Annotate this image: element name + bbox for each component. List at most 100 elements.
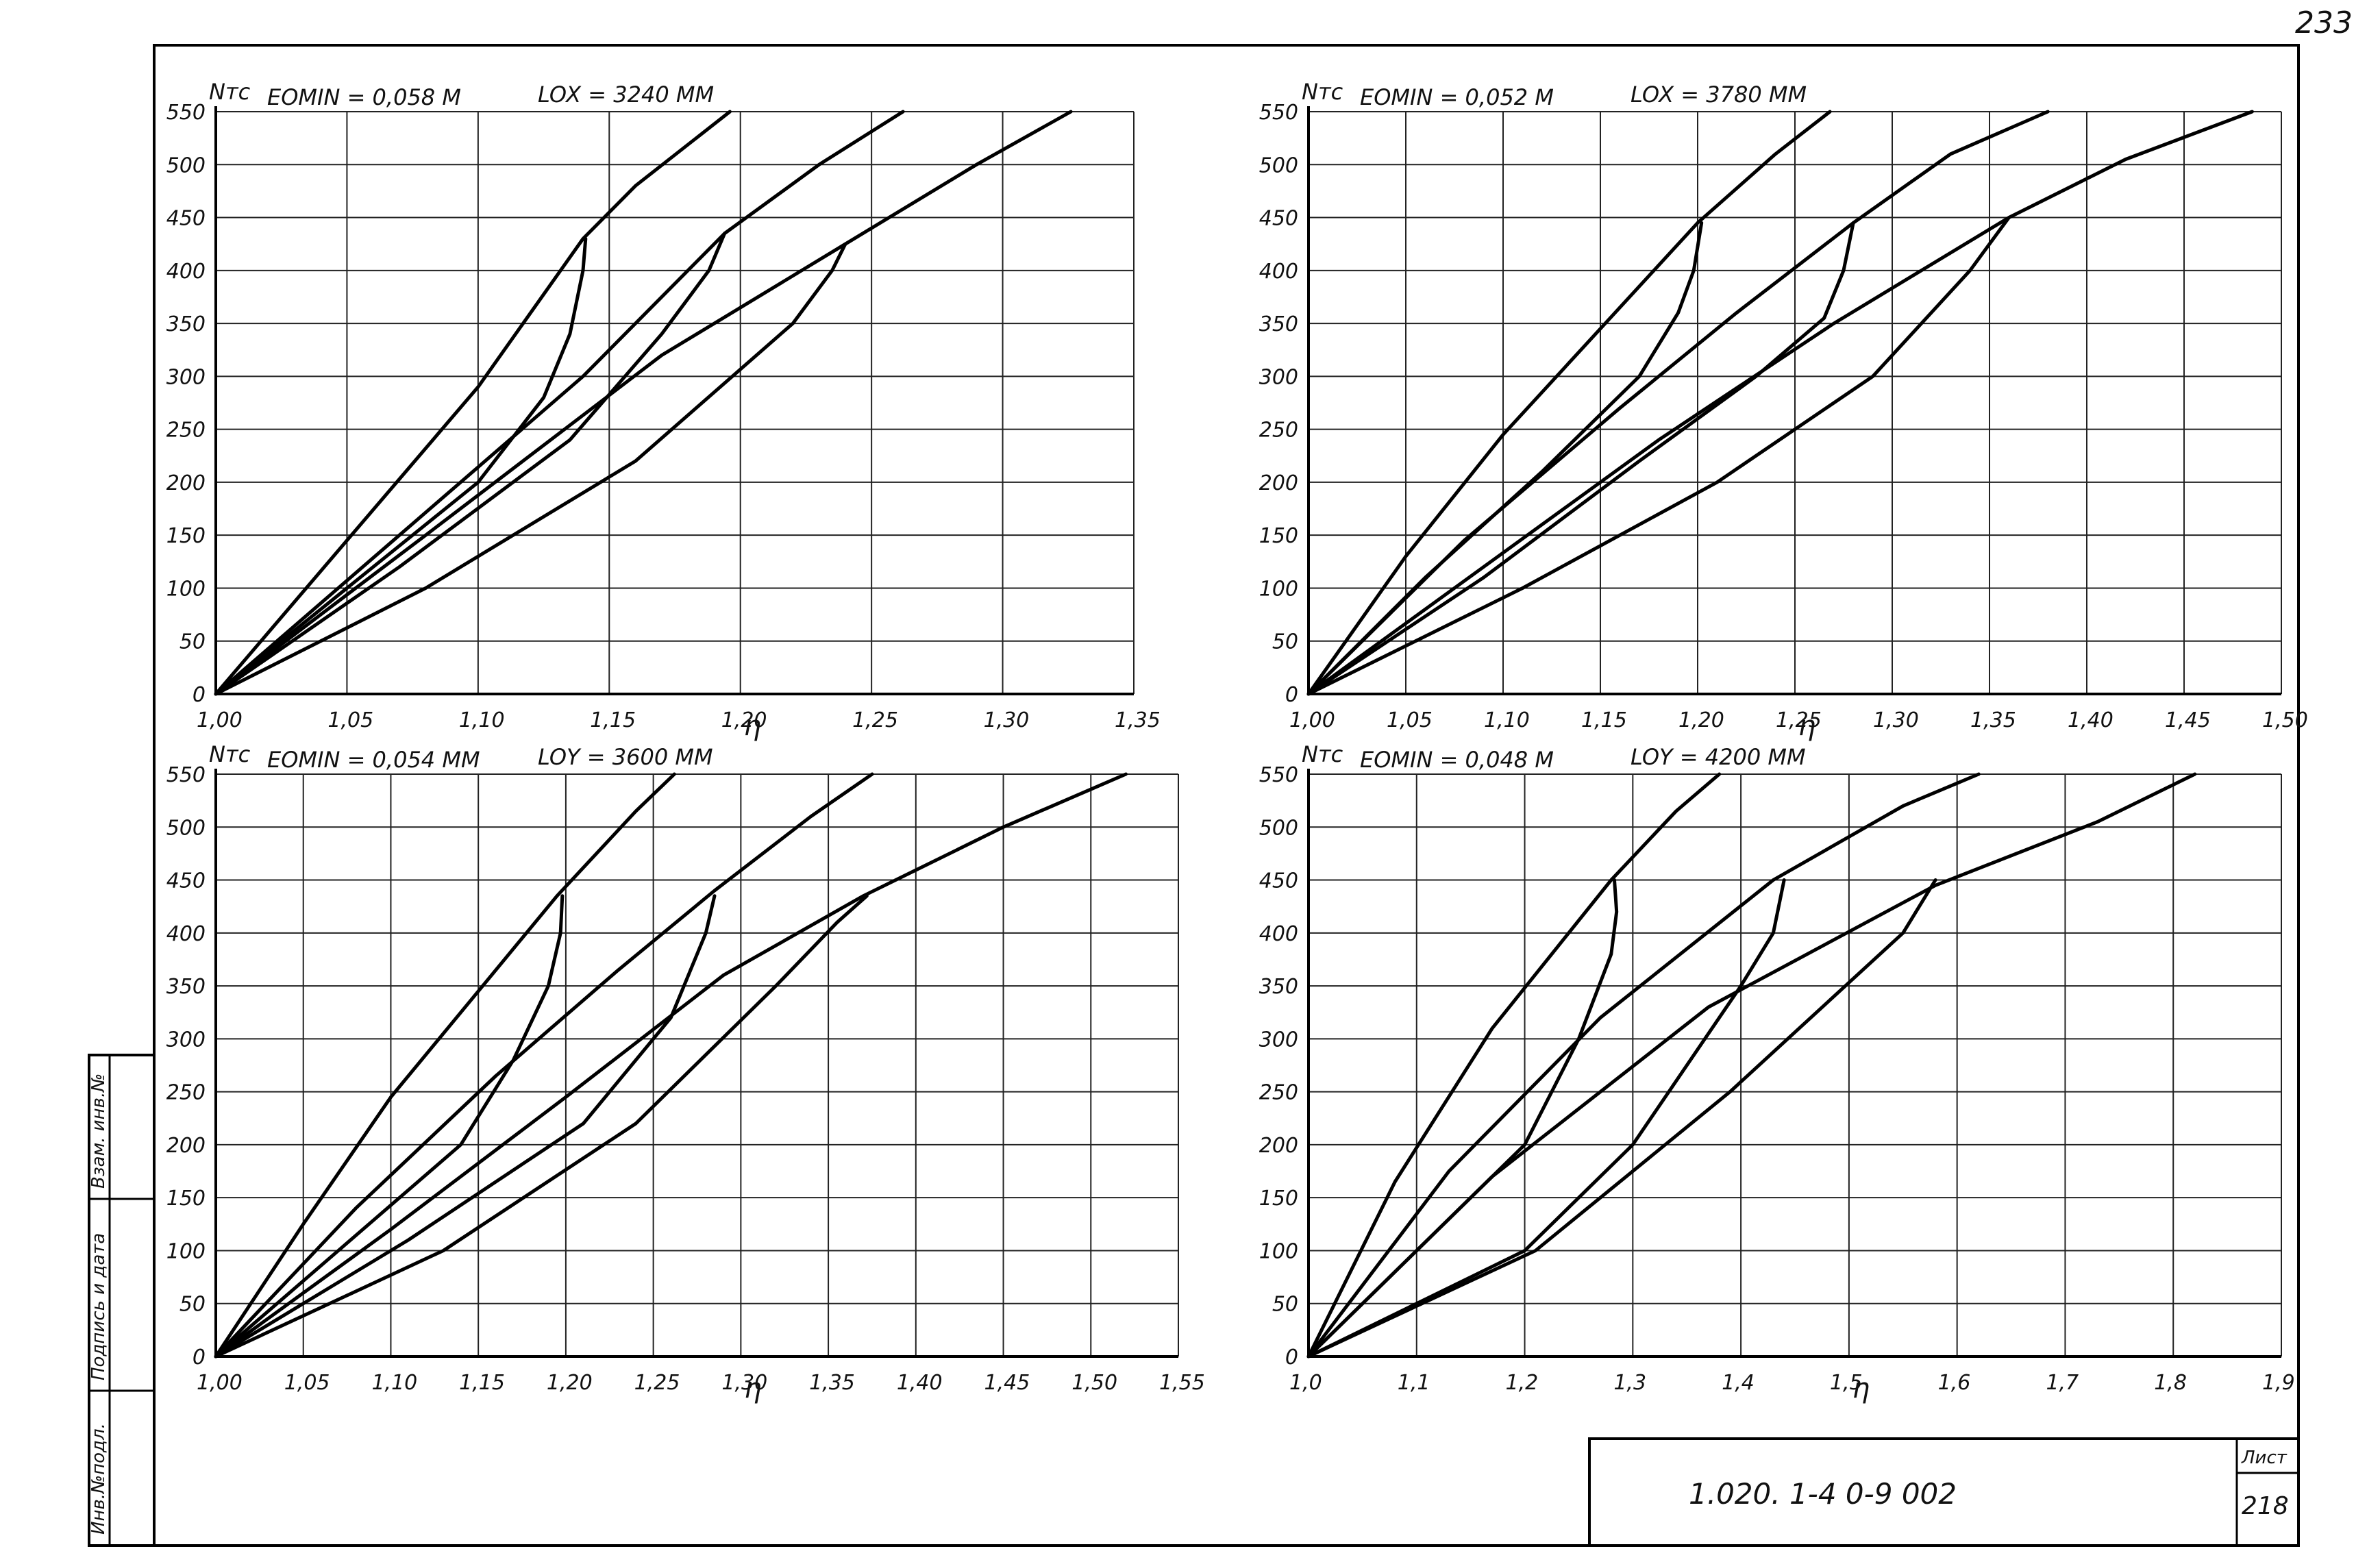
x-tick-label: 1,30	[984, 708, 1030, 732]
series-line-5	[214, 232, 727, 696]
sheet-number: 218	[2242, 1492, 2289, 1520]
stamp-inv-label: Инв.№подл.	[88, 1423, 109, 1535]
y-tick-label: 150	[1259, 524, 1298, 548]
x-tick-label: 1,50	[2262, 708, 2308, 732]
x-tick-label: 1,8	[2154, 1371, 2187, 1395]
y-tick-label: 200	[1259, 471, 1298, 495]
y-tick-label: 200	[1259, 1134, 1298, 1158]
y-tick-label: 400	[1259, 260, 1298, 284]
y-tick-label: 450	[166, 207, 206, 231]
length-label: LOX = 3780 ММ	[1631, 82, 1807, 108]
series-line-3	[214, 772, 1128, 1359]
stamp-replace-label: Взам. инв.№	[88, 1074, 109, 1189]
x-tick-label: 1,3	[1613, 1371, 1646, 1395]
y-tick-label: 550	[166, 101, 206, 125]
y-tick-label: 0	[193, 683, 206, 707]
x-tick-label: 1,55	[1159, 1371, 1205, 1395]
x-tick-label: 1,35	[809, 1371, 855, 1395]
y-tick-label: 350	[1259, 312, 1298, 336]
series-line-2	[1306, 110, 2050, 696]
y-tick-label: 550	[1259, 763, 1298, 787]
series-line-5	[1306, 221, 1855, 696]
x-tick-label: 1,45	[2165, 708, 2211, 732]
eomin-label: EOMIN = 0,054 ММ	[267, 747, 480, 773]
chart-grid	[215, 111, 1135, 695]
y-tick-label: 450	[166, 869, 206, 893]
y-tick-label: 50	[1272, 630, 1298, 654]
x-tick-label: 1,7	[2046, 1371, 2079, 1395]
y-tick-label: 400	[166, 922, 206, 946]
series-line-4	[214, 237, 588, 696]
y-tick-label: 100	[166, 577, 206, 601]
page-number: 233	[2295, 5, 2353, 40]
chart-2: 1,00 1,05 1,10 1,15 1,20 1,25 1,30 1,35 1,40 1,45…	[1259, 79, 2308, 742]
x-tick-label: 1,10	[459, 708, 505, 732]
y-tick-label: 150	[1259, 1187, 1298, 1211]
series-line-2	[214, 772, 874, 1359]
x-tick-label: 1,35	[1970, 708, 2016, 732]
chart-1: 1,00 1,05 1,10 1,15 1,20 1,25 1,30 1,35 0 50 100 15…	[166, 79, 1161, 742]
x-axis-label: ƞ	[1798, 710, 1815, 742]
x-tick-label: 1,9	[2262, 1371, 2295, 1395]
chart-grid	[215, 773, 1179, 1357]
x-axis-label: ƞ	[1852, 1373, 1870, 1404]
y-tick-label: 250	[1259, 419, 1298, 443]
sheet-label: Лист	[2241, 1448, 2288, 1468]
x-tick-label: 1,30	[1873, 708, 1919, 732]
y-tick-label: 50	[1272, 1293, 1298, 1317]
x-tick-label: 1,15	[590, 708, 636, 732]
y-tick-label: 0	[193, 1346, 206, 1369]
length-label: LOX = 3240 ММ	[538, 82, 714, 108]
x-tick-label: 1,10	[371, 1371, 417, 1395]
length-label: LOY = 3600 ММ	[538, 744, 713, 770]
x-tick-label: 1,40	[897, 1371, 943, 1395]
y-tick-label: 150	[166, 1187, 206, 1211]
y-tick-label: 100	[166, 1239, 206, 1263]
y-tick-label: 450	[1259, 207, 1298, 231]
x-tick-label: 1,25	[634, 1371, 680, 1395]
series-line-2	[1306, 772, 1981, 1359]
y-tick-label: 500	[1259, 816, 1298, 840]
x-tick-label: 1,0	[1289, 1371, 1322, 1395]
y-tick-label: 550	[1259, 101, 1298, 125]
y-tick-label: 100	[1259, 1239, 1298, 1263]
series-line-6	[214, 242, 847, 696]
series-line-3	[1306, 110, 2254, 696]
series-line-1	[1306, 110, 1832, 696]
y-tick-label: 50	[179, 630, 206, 654]
x-tick-label: 1,1	[1398, 1371, 1430, 1395]
chart-grid	[1308, 111, 2282, 695]
series-line-1	[214, 110, 732, 696]
length-label: LOY = 4200 ММ	[1631, 744, 1806, 770]
y-tick-label: 250	[1259, 1081, 1298, 1105]
x-tick-label: 1,4	[1722, 1371, 1755, 1395]
y-tick-label: 250	[166, 419, 206, 443]
y-tick-label: 500	[1259, 153, 1298, 177]
charts-area: 1,00 1,05 1,10 1,15 1,20 1,25 1,30 1,3505010015…	[166, 79, 2308, 1404]
y-tick-label: 300	[1259, 1028, 1298, 1052]
y-axis-label: Nтс	[209, 741, 251, 767]
eomin-label: EOMIN = 0,058 М	[267, 84, 461, 110]
side-stamp: Инв.№подл. Подпись и дата Взам. инв.№	[88, 1054, 156, 1547]
y-tick-label: 250	[166, 1081, 206, 1105]
series-line-6	[214, 894, 869, 1359]
series-line-5	[214, 894, 717, 1359]
x-tick-label: 1,05	[284, 1371, 330, 1395]
y-tick-label: 100	[1259, 577, 1298, 601]
x-tick-label: 1,25	[852, 708, 898, 732]
x-tick-label: 1,40	[2068, 708, 2114, 732]
y-axis-label: Nтс	[209, 79, 251, 105]
y-tick-label: 400	[166, 260, 206, 284]
y-tick-label: 200	[166, 471, 206, 495]
x-tick-label: 1,00	[197, 1371, 243, 1395]
y-tick-label: 300	[166, 365, 206, 389]
y-tick-label: 350	[1259, 975, 1298, 999]
series-line-6	[1306, 216, 2011, 696]
x-tick-label: 1,50	[1071, 1371, 1117, 1395]
y-tick-label: 400	[1259, 922, 1298, 946]
y-tick-label: 550	[166, 763, 206, 787]
document-code: 1.020. 1-4 0-9 002	[1689, 1477, 1957, 1511]
x-tick-label: 1,05	[327, 708, 373, 732]
x-tick-label: 1,05	[1387, 708, 1433, 732]
eomin-label: EOMIN = 0,052 М	[1360, 84, 1554, 110]
